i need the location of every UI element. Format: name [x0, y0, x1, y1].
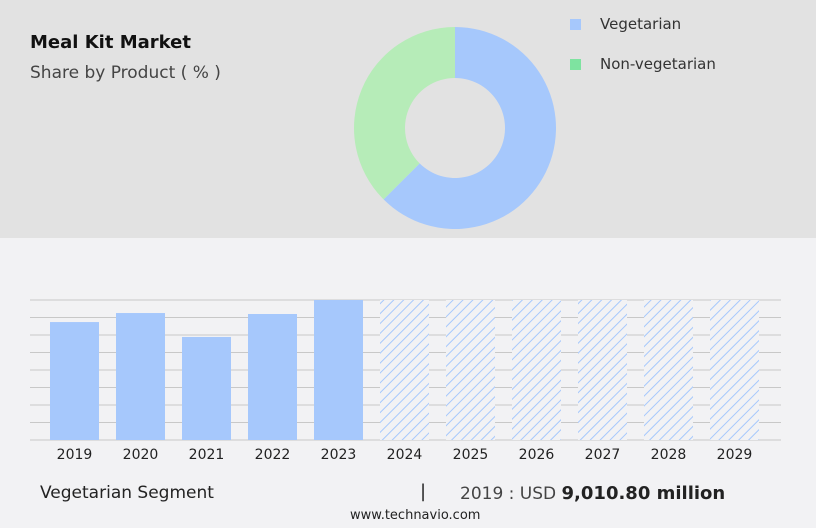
bar-2021	[182, 336, 231, 440]
bar-2028	[644, 300, 693, 440]
x-tick-label: 2021	[189, 447, 225, 463]
x-tick-label: 2024	[387, 447, 423, 463]
bar-2020	[116, 313, 165, 440]
bar-2025	[446, 300, 495, 440]
legend-label: Non-vegetarian	[600, 55, 716, 73]
x-tick-label: 2023	[321, 447, 357, 463]
x-tick-label: 2029	[717, 447, 753, 463]
legend-label: Vegetarian	[600, 15, 682, 33]
segment-value: 2019 : USD 9,010.80 million	[460, 483, 725, 504]
year-prefix: 2019 : USD	[460, 484, 562, 504]
bar-2027	[578, 300, 627, 440]
x-tick-label: 2027	[585, 447, 621, 463]
donut-slice-vegetarian	[383, 27, 556, 229]
x-tick-label: 2026	[519, 447, 555, 463]
x-tick-label: 2020	[123, 447, 159, 463]
x-tick-label: 2022	[255, 447, 291, 463]
bar-2026	[512, 300, 561, 440]
chart-subtitle: Share by Product ( % )	[30, 63, 221, 83]
bar-2029	[710, 300, 759, 440]
x-tick-label: 2025	[453, 447, 489, 463]
value-text: 9,010.80 million	[561, 483, 726, 504]
bar-2022	[248, 314, 297, 440]
legend-item-non-vegetarian: Non-vegetarian	[570, 55, 770, 75]
legend-item-vegetarian: Vegetarian	[570, 15, 770, 35]
segment-label: Vegetarian Segment	[40, 483, 214, 503]
bar-2019	[50, 322, 99, 440]
x-tick-label: 2019	[57, 447, 93, 463]
x-tick-label: 2028	[651, 447, 687, 463]
chart-title: Meal Kit Market	[30, 32, 191, 53]
bar-2024	[380, 300, 429, 440]
bar-2023	[314, 300, 363, 440]
separator: |	[420, 481, 427, 502]
legend-swatch	[570, 59, 581, 70]
legend-swatch	[570, 19, 581, 30]
donut-slice-non-vegetarian	[353, 27, 455, 200]
source-url: www.technavio.com	[350, 508, 481, 523]
